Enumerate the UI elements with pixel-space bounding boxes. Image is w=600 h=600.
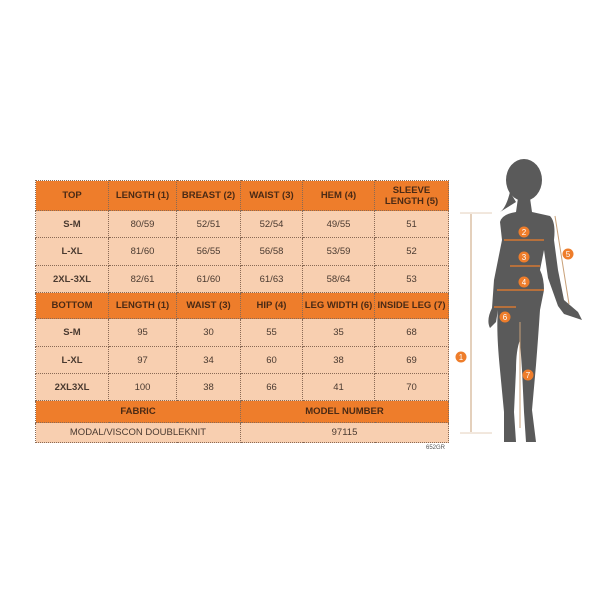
cell: 53 [374, 265, 449, 293]
cell: 100 [108, 373, 177, 401]
size-cell: S-M [35, 318, 109, 347]
cell: 58/64 [302, 265, 375, 293]
marker-2-icon: 2 [518, 226, 530, 238]
table-row: 2XL-3XL 82/61 61/60 61/63 58/64 53 [35, 265, 449, 293]
cell: 69 [374, 346, 449, 374]
cell: 60 [240, 346, 303, 374]
cell: 30 [176, 318, 241, 347]
cell: 61/60 [176, 265, 241, 293]
cell: 56/55 [176, 237, 241, 266]
size-cell: L-XL [35, 346, 109, 374]
marker-5-icon: 5 [562, 248, 574, 260]
cell: 51 [374, 210, 449, 238]
cell: 81/60 [108, 237, 177, 266]
marker-1-icon: 1 [455, 351, 467, 363]
table-row: L-XL 97 34 60 38 69 [35, 346, 449, 374]
fabric-label: FABRIC [35, 400, 241, 423]
silhouette [488, 159, 582, 442]
marker-6-icon: 6 [499, 311, 511, 323]
fabric-model-row: MODAL/VISCON DOUBLEKNIT 97115 [35, 422, 449, 443]
product-code: 652GR [426, 445, 446, 451]
cell: 55 [240, 318, 303, 347]
size-chart-table: TOP LENGTH (1) BREAST (2) WAIST (3) HEM … [35, 180, 449, 443]
cell: 52/54 [240, 210, 303, 238]
cell: 70 [374, 373, 449, 401]
cell: 66 [240, 373, 303, 401]
header-cell: TOP [35, 180, 109, 211]
cell: 53/59 [302, 237, 375, 266]
cell: 61/63 [240, 265, 303, 293]
header-cell: LEG WIDTH (6) [302, 292, 375, 319]
top-header-row: TOP LENGTH (1) BREAST (2) WAIST (3) HEM … [35, 180, 449, 211]
svg-text:5: 5 [566, 250, 571, 259]
svg-text:2: 2 [522, 228, 527, 237]
table-row: 2XL3XL 100 38 66 41 70 [35, 373, 449, 401]
header-cell: INSIDE LEG (7) [374, 292, 449, 319]
table-row: L-XL 81/60 56/55 56/58 53/59 52 [35, 237, 449, 266]
header-cell: BOTTOM [35, 292, 109, 319]
model-number-value: 97115 [240, 422, 449, 443]
cell: 38 [176, 373, 241, 401]
size-cell: 2XL-3XL [35, 265, 109, 293]
header-cell: LENGTH (1) [108, 292, 177, 319]
size-cell: 2XL3XL [35, 373, 109, 401]
cell: 95 [108, 318, 177, 347]
size-cell: S-M [35, 210, 109, 238]
marker-7-icon: 7 [522, 369, 534, 381]
cell: 52/51 [176, 210, 241, 238]
cell: 52 [374, 237, 449, 266]
bottom-header-row: BOTTOM LENGTH (1) WAIST (3) HIP (4) LEG … [35, 292, 449, 319]
measurement-lines [460, 212, 570, 434]
cell: 68 [374, 318, 449, 347]
cell: 56/58 [240, 237, 303, 266]
size-cell: L-XL [35, 237, 109, 266]
svg-text:6: 6 [503, 313, 508, 322]
cell: 82/61 [108, 265, 177, 293]
cell: 80/59 [108, 210, 177, 238]
marker-3-icon: 3 [518, 251, 530, 263]
cell: 35 [302, 318, 375, 347]
svg-text:4: 4 [522, 278, 527, 287]
cell: 34 [176, 346, 241, 374]
svg-text:1: 1 [459, 353, 464, 362]
svg-text:3: 3 [522, 253, 527, 262]
header-cell: SLEEVE LENGTH (5) [374, 180, 449, 211]
fabric-value: MODAL/VISCON DOUBLEKNIT [35, 422, 241, 443]
table-row: S-M 95 30 55 35 68 [35, 318, 449, 347]
svg-text:7: 7 [526, 371, 531, 380]
header-cell: HEM (4) [302, 180, 375, 211]
table-row: S-M 80/59 52/51 52/54 49/55 51 [35, 210, 449, 238]
header-cell: HIP (4) [240, 292, 303, 319]
cell: 41 [302, 373, 375, 401]
model-number-label: MODEL NUMBER [240, 400, 449, 423]
header-cell: WAIST (3) [176, 292, 241, 319]
marker-4-icon: 4 [518, 276, 530, 288]
header-cell: WAIST (3) [240, 180, 303, 211]
fabric-model-header-row: FABRIC MODEL NUMBER [35, 400, 449, 423]
measurement-marks [494, 239, 544, 308]
cell: 49/55 [302, 210, 375, 238]
body-measurement-figure: 1 2 3 4 5 6 7 [455, 159, 582, 442]
header-cell: BREAST (2) [176, 180, 241, 211]
cell: 38 [302, 346, 375, 374]
cell: 97 [108, 346, 177, 374]
header-cell: LENGTH (1) [108, 180, 177, 211]
